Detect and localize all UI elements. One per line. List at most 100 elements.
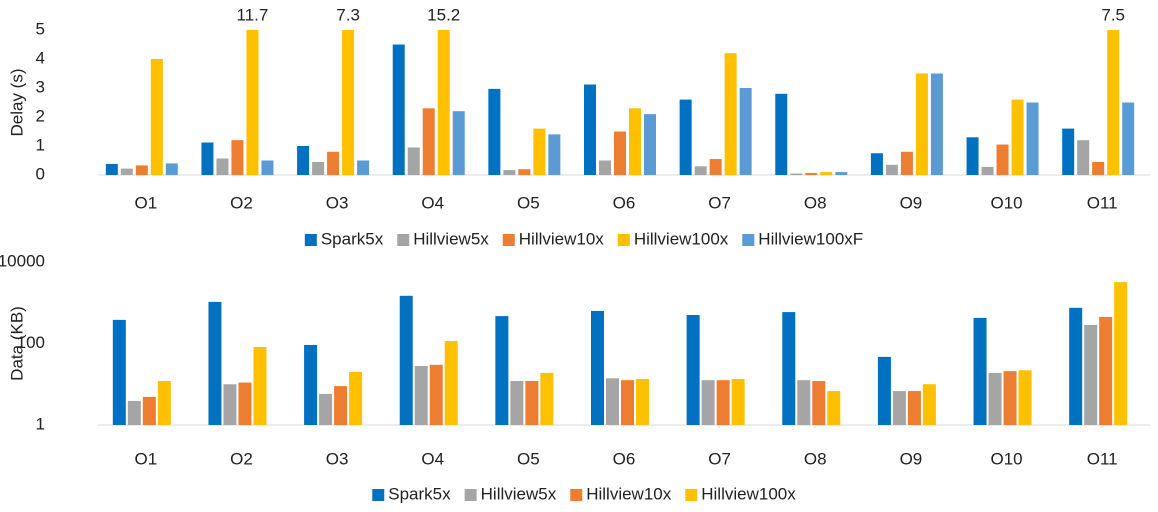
bar [429,364,443,425]
bar [261,160,274,175]
x-tick-label: O6 [613,193,636,212]
bar [731,378,745,425]
bar [996,144,1009,175]
x-tick-label: O3 [326,193,349,212]
bar [629,108,641,175]
y-tick-label: 3 [36,77,45,96]
legend-label: Hillview5x [413,229,489,248]
legend-swatch [617,234,630,246]
bar [231,140,244,175]
bar [208,301,222,425]
bar [636,378,649,425]
bar [444,341,458,425]
bar [1026,102,1039,175]
bar [422,108,435,175]
bar [591,310,604,425]
bar [334,386,348,425]
bar [820,172,833,175]
y-axis-title: Data (KB) [7,306,26,381]
bar [223,384,237,425]
x-tick-label: O1 [134,449,157,468]
bar [407,147,420,175]
bar [614,131,626,175]
legend-label: Spark5x [321,229,384,248]
bar [238,382,252,425]
bar [1114,282,1128,425]
bar [805,172,818,175]
x-tick-label: O6 [613,449,636,468]
bar [812,381,826,425]
bar [253,347,267,425]
legend-label: Spark5x [388,484,451,503]
bar [437,30,450,175]
bar [327,151,340,175]
bar [709,159,722,175]
bar [679,99,692,175]
legend-label: Hillview5x [481,484,557,503]
y-tick-label: 100 [17,333,45,352]
bar [319,393,333,425]
bar [797,380,811,425]
x-tick-label: O2 [230,193,253,212]
bar [548,134,561,175]
bar [127,400,141,425]
x-tick-label: O5 [517,193,540,212]
y-tick-label: 10000 [0,251,45,270]
y-tick-label: 5 [36,19,45,38]
bar [1099,316,1113,425]
bar [120,168,133,175]
x-tick-label: O8 [804,193,827,212]
legend-swatch [464,489,477,501]
bar [724,53,737,175]
y-tick-label: 2 [36,106,45,125]
x-tick-label: O9 [900,193,923,212]
bar [1069,307,1083,425]
bar [1092,161,1105,175]
bar [1077,140,1090,175]
bar [150,59,163,175]
legend-label: Hillview10x [519,229,605,248]
bar [312,161,325,175]
bar [533,128,546,175]
bar [775,93,788,175]
bar [357,160,370,175]
bar [877,356,891,425]
legend-swatch [397,234,410,246]
bar [510,381,524,425]
bar [835,172,848,175]
x-tick-label: O7 [708,193,731,212]
bar [981,166,994,175]
bar [495,316,509,425]
x-tick-label: O9 [900,449,923,468]
data-label: 7.5 [1101,5,1125,24]
bar [900,151,913,175]
x-tick-label: O3 [326,449,349,468]
bar [452,111,465,175]
bar [930,73,943,175]
legend-swatch [304,234,317,246]
x-tick-label: O8 [804,449,827,468]
bar [599,160,611,175]
bar [304,344,318,425]
bar [297,146,310,175]
legend-label: Hillview100xF [758,229,863,248]
bar [142,396,156,425]
bar [135,165,148,175]
bar [112,319,126,425]
data-label: 11.7 [237,5,269,24]
legend-swatch [372,489,385,501]
bar [966,137,979,175]
bar [157,381,171,425]
bar [782,312,796,425]
bar [349,371,363,425]
bar [827,391,841,425]
bar [1018,370,1032,425]
x-tick-label: O2 [230,449,253,468]
bar [739,88,752,175]
x-tick-label: O4 [421,193,444,212]
bar [342,30,355,175]
bar [584,84,596,175]
x-tick-label: O5 [517,449,540,468]
bar [540,372,554,425]
